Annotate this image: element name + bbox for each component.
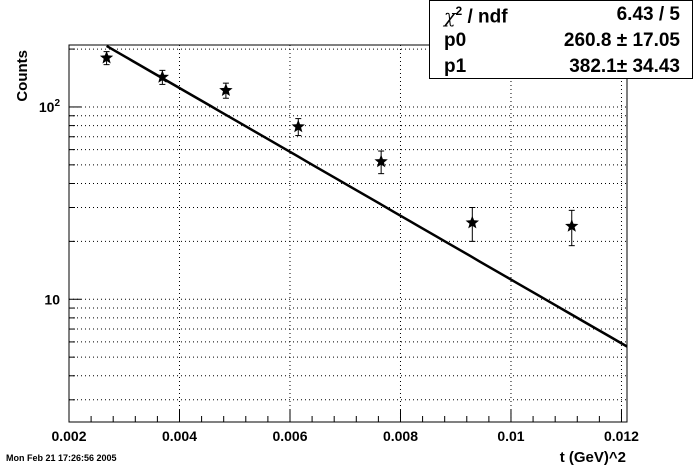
- data-point-star: [99, 50, 114, 64]
- p0-value: 260.8 ± 17.05: [563, 30, 680, 51]
- grid: [69, 45, 627, 422]
- x-tick-label: 0.01: [497, 428, 524, 444]
- p0-label: p0: [444, 30, 467, 51]
- x-axis-label: t (GeV)^2: [560, 449, 626, 466]
- stats-row-p0: p0 260.8 ± 17.05: [430, 28, 692, 54]
- y-tick-label-base: 10: [39, 99, 55, 115]
- y-axis-label: Counts: [14, 50, 31, 102]
- data-point-star: [219, 83, 233, 96]
- stats-row-p1: p1 382.1± 34.43: [430, 54, 692, 80]
- chi-exponent: 2: [455, 4, 463, 18]
- p1-value: 382.1± 34.43: [569, 56, 680, 77]
- x-tick-label: 0.004: [162, 428, 197, 444]
- chi2-value: 6.43 / 5: [616, 4, 680, 25]
- data-point-star: [374, 154, 388, 168]
- y-tick-label-exponent: 2: [54, 98, 60, 109]
- chi2-label-text: / ndf: [467, 6, 508, 28]
- x-tick-label: 0.006: [272, 428, 307, 444]
- plot-frame: [68, 44, 628, 423]
- timestamp-footer: Mon Feb 21 17:26:56 2005: [6, 453, 117, 463]
- x-tick-label: 0.008: [383, 428, 418, 444]
- y-tick-label: 10: [44, 291, 60, 307]
- data-point-star: [465, 215, 479, 229]
- stats-row-chi2: χ2 / ndf 6.43 / 5: [430, 2, 692, 28]
- y-tick-label: 102: [39, 98, 61, 115]
- fit-stats-box: χ2 / ndf 6.43 / 5 p0 260.8 ± 17.05 p1 38…: [429, 0, 693, 79]
- data-point-star: [291, 119, 305, 133]
- fit-line: [105, 44, 628, 348]
- chi2-label: χ2 / ndf: [444, 4, 508, 28]
- data-point-star: [565, 219, 579, 232]
- x-tick-label: 0.002: [51, 428, 86, 444]
- x-tick-label: 0.012: [604, 428, 639, 444]
- data-point-star: [155, 70, 169, 83]
- p1-label: p1: [444, 56, 467, 77]
- chi-symbol: χ: [444, 5, 456, 28]
- data-points: [99, 50, 579, 247]
- fit-curve-group: [105, 44, 628, 348]
- y-tick-label-base: 10: [44, 291, 60, 307]
